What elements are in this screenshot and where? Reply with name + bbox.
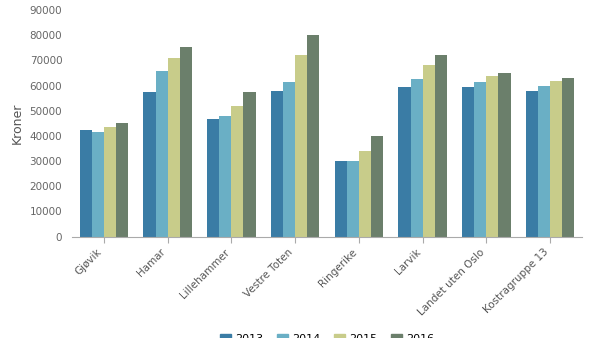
Bar <box>80 130 92 237</box>
Bar <box>359 151 371 237</box>
Bar <box>422 66 435 237</box>
Bar <box>474 82 487 237</box>
Bar <box>219 116 232 237</box>
Bar <box>462 87 474 237</box>
Bar <box>283 82 295 237</box>
Bar <box>307 35 319 237</box>
Bar <box>398 87 410 237</box>
Bar <box>538 86 550 237</box>
Bar <box>104 127 116 237</box>
Bar <box>143 93 155 237</box>
Bar <box>180 48 192 237</box>
Bar <box>371 136 383 237</box>
Bar <box>499 73 511 237</box>
Bar <box>244 92 256 237</box>
Bar <box>410 79 422 237</box>
Bar <box>232 106 244 237</box>
Bar <box>487 76 499 237</box>
Y-axis label: Kroner: Kroner <box>11 103 24 144</box>
Bar <box>271 91 283 237</box>
Bar <box>167 58 180 237</box>
Bar <box>92 132 104 237</box>
Bar <box>207 119 219 237</box>
Bar <box>562 78 574 237</box>
Bar <box>335 161 347 237</box>
Bar <box>347 161 359 237</box>
Bar <box>295 55 307 237</box>
Bar <box>435 55 447 237</box>
Bar <box>550 80 562 237</box>
Bar <box>155 71 167 237</box>
Bar <box>526 91 538 237</box>
Legend: 2013, 2014, 2015, 2016: 2013, 2014, 2015, 2016 <box>215 330 439 338</box>
Bar <box>116 123 128 237</box>
